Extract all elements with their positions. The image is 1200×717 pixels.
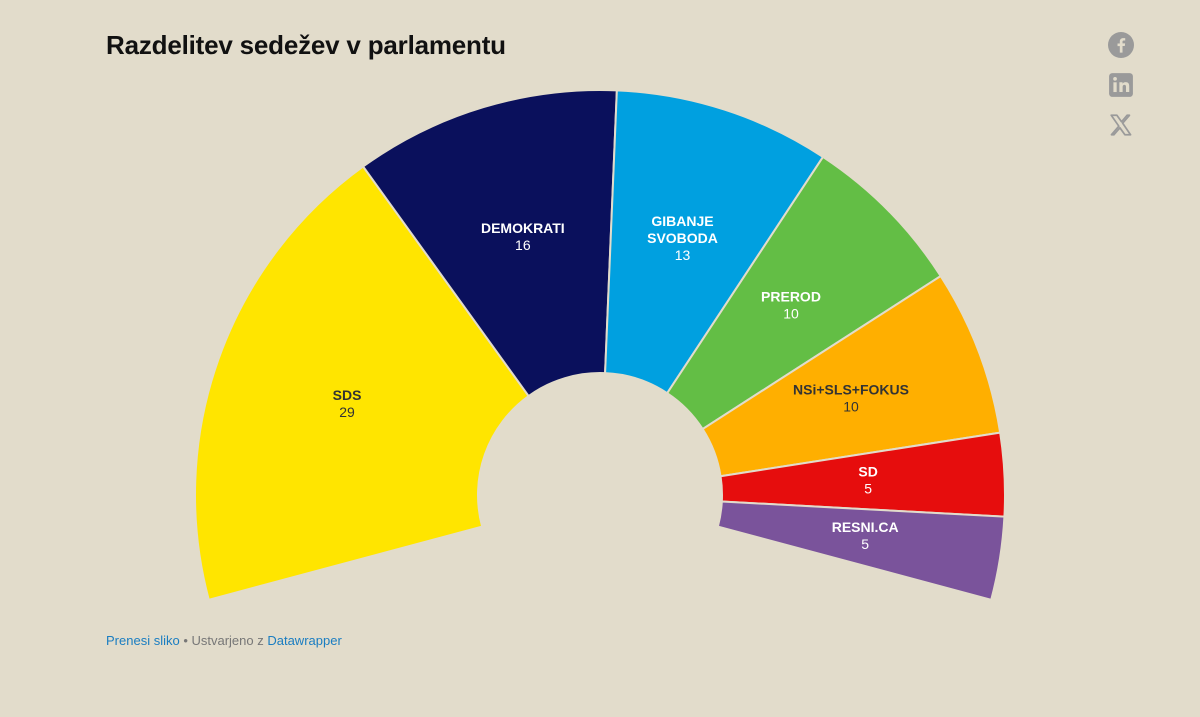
segment-nsi-sls-fokus[interactable] xyxy=(701,274,1002,478)
party-name: SVOBODA xyxy=(647,230,718,246)
seat-count: 13 xyxy=(675,247,691,263)
segment-label-sd: SD5 xyxy=(858,463,877,496)
segment-sds[interactable] xyxy=(194,165,531,602)
party-name: SD xyxy=(858,463,877,479)
seat-count: 10 xyxy=(783,305,799,321)
party-name: RESNI.CA xyxy=(832,519,899,535)
party-name: DEMOKRATI xyxy=(481,220,565,236)
seat-count: 29 xyxy=(339,404,355,420)
seat-count: 5 xyxy=(864,480,872,496)
seat-count: 10 xyxy=(843,399,859,415)
party-name: PREROD xyxy=(761,288,821,304)
datawrapper-link[interactable]: Datawrapper xyxy=(267,633,342,648)
segment-prerod[interactable] xyxy=(665,155,943,431)
download-image-link[interactable]: Prenesi sliko xyxy=(106,633,180,648)
seat-count: 5 xyxy=(861,536,869,552)
segment-gibanje-svoboda[interactable] xyxy=(604,89,825,395)
share-buttons xyxy=(1108,32,1134,138)
linkedin-icon[interactable] xyxy=(1108,72,1134,98)
party-name: SDS xyxy=(333,387,362,403)
segment-demokrati[interactable] xyxy=(361,89,618,398)
seat-count: 16 xyxy=(515,237,531,253)
party-name: GIBANJE xyxy=(651,213,713,229)
segment-resni-ca[interactable] xyxy=(716,500,1006,602)
x-icon[interactable] xyxy=(1108,112,1134,138)
chart-title: Razdelitev sedežev v parlamentu xyxy=(106,30,506,60)
chart-footer: Prenesi sliko • Ustvarjeno z Datawrapper xyxy=(106,633,342,648)
segment-label-resni-ca: RESNI.CA5 xyxy=(832,519,899,552)
facebook-icon[interactable] xyxy=(1108,32,1134,58)
footer-credit-text: • Ustvarjeno z xyxy=(179,633,268,648)
party-name: NSi+SLS+FOKUS xyxy=(793,382,909,398)
